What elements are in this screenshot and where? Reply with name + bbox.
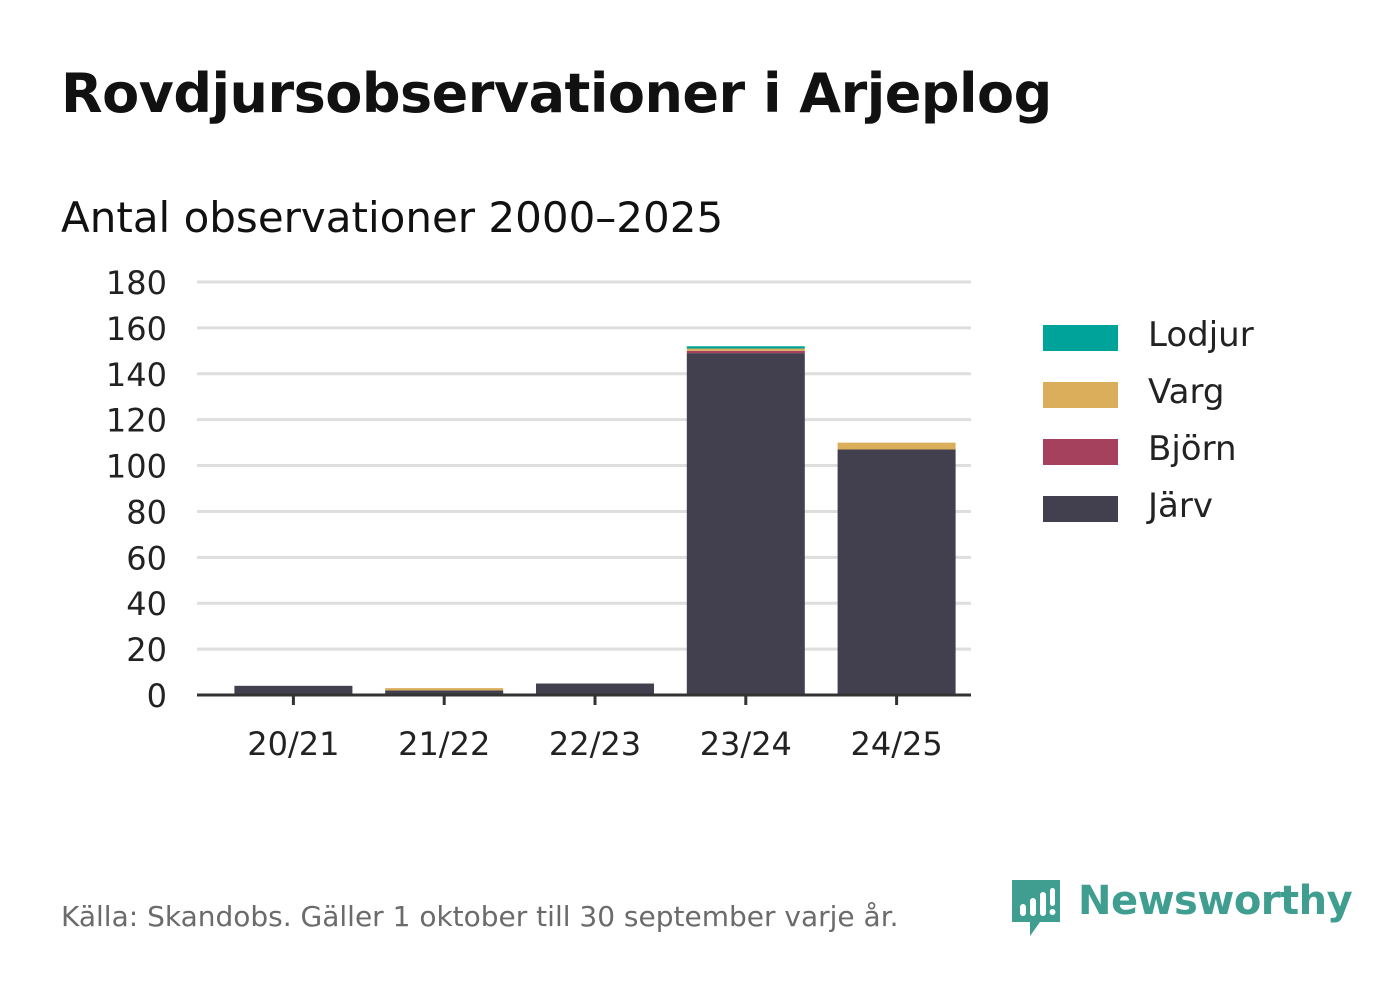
y-axis-tick-labels: 0 20 40 60 80 100 120 140 160 180 xyxy=(106,264,167,715)
legend-item-varg: Varg xyxy=(1043,372,1343,412)
legend-swatch-lodjur xyxy=(1043,325,1118,351)
bar-segment xyxy=(385,688,504,691)
x-axis-tick-labels: 20/21 21/22 22/23 23/24 24/25 xyxy=(247,725,942,763)
bar-segment xyxy=(686,353,805,695)
bar-segment xyxy=(686,350,805,354)
bar-segment xyxy=(385,690,504,695)
x-tick-label: 23/24 xyxy=(700,725,792,763)
bar-segment xyxy=(686,346,805,349)
brand[interactable]: Newsworthy xyxy=(1010,878,1353,942)
x-tick-label: 22/23 xyxy=(549,725,641,763)
y-tick-label: 100 xyxy=(106,448,167,486)
stacked-bar-chart: 0 20 40 60 80 100 120 140 160 180 20/21 21/22 22/23… xyxy=(106,264,971,763)
bar-segment xyxy=(234,685,353,695)
y-tick-label: 120 xyxy=(106,402,167,440)
brand-name: Newsworthy xyxy=(1078,878,1353,924)
legend-item-jarv: Järv xyxy=(1043,486,1343,526)
x-axis xyxy=(197,693,971,705)
y-tick-label: 160 xyxy=(106,310,167,348)
y-tick-label: 140 xyxy=(106,356,167,394)
legend-label-jarv: Järv xyxy=(1148,486,1213,526)
legend-swatch-varg xyxy=(1043,382,1118,408)
y-tick-label: 20 xyxy=(126,631,167,669)
newsworthy-logo-icon xyxy=(1012,880,1060,936)
legend-item-bjorn: Björn xyxy=(1043,429,1343,469)
legend-label-bjorn: Björn xyxy=(1148,429,1237,469)
bar-segment xyxy=(536,683,654,695)
bar-segment xyxy=(837,442,956,450)
legend-swatch-jarv xyxy=(1043,496,1118,522)
y-tick-label: 80 xyxy=(126,493,167,531)
legend-label-varg: Varg xyxy=(1148,372,1225,412)
x-tick-label: 24/25 xyxy=(850,725,942,763)
chart-title: Rovdjursobservationer i Arjeplog xyxy=(61,62,1052,125)
x-tick-label: 21/22 xyxy=(398,725,490,763)
y-tick-label: 0 xyxy=(147,677,167,715)
bar-segment xyxy=(837,449,956,695)
chart-subtitle: Antal observationer 2000–2025 xyxy=(61,193,724,242)
y-tick-label: 40 xyxy=(126,585,167,623)
legend-item-lodjur: Lodjur xyxy=(1043,315,1343,355)
bar-segment xyxy=(686,348,805,351)
legend-label-lodjur: Lodjur xyxy=(1148,315,1254,355)
bars xyxy=(234,346,956,695)
y-tick-label: 180 xyxy=(106,264,167,302)
x-tick-label: 20/21 xyxy=(247,725,339,763)
legend-swatch-bjorn xyxy=(1043,439,1118,465)
y-tick-label: 60 xyxy=(126,539,167,577)
source-note: Källa: Skandobs. Gäller 1 oktober till 3… xyxy=(61,900,899,933)
